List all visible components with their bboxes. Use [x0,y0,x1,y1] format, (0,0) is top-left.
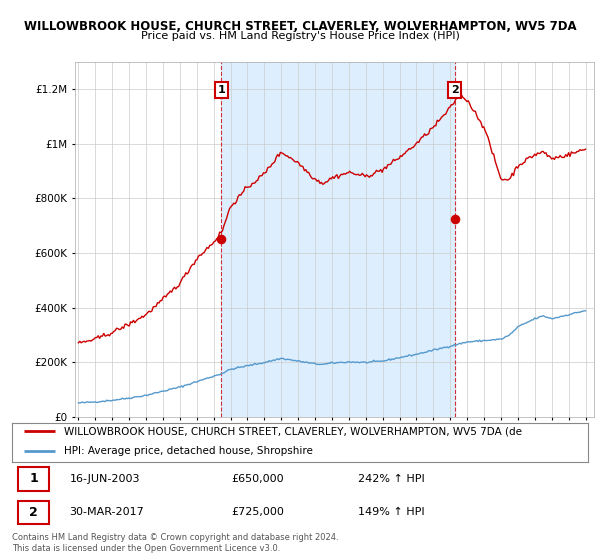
Point [217,235,226,244]
Text: 1: 1 [29,473,38,486]
Text: HPI: Average price, detached house, Shropshire: HPI: Average price, detached house, Shro… [64,446,313,456]
Text: 30-MAR-2017: 30-MAR-2017 [70,507,145,517]
FancyBboxPatch shape [18,501,49,524]
Text: £650,000: £650,000 [231,474,284,484]
FancyBboxPatch shape [18,468,49,491]
Text: 16-JUN-2003: 16-JUN-2003 [70,474,140,484]
Text: 2: 2 [29,506,38,519]
Text: Contains HM Land Registry data © Crown copyright and database right 2024.
This d: Contains HM Land Registry data © Crown c… [12,533,338,553]
Text: £725,000: £725,000 [231,507,284,517]
Bar [221,62,455,417]
Text: 149% ↑ HPI: 149% ↑ HPI [358,507,424,517]
Text: 2: 2 [451,85,458,95]
Text: 1: 1 [218,85,225,95]
Text: 242% ↑ HPI: 242% ↑ HPI [358,474,424,484]
Text: WILLOWBROOK HOUSE, CHURCH STREET, CLAVERLEY, WOLVERHAMPTON, WV5 7DA (de: WILLOWBROOK HOUSE, CHURCH STREET, CLAVER… [64,426,522,436]
Point [450,214,460,223]
Text: WILLOWBROOK HOUSE, CHURCH STREET, CLAVERLEY, WOLVERHAMPTON, WV5 7DA: WILLOWBROOK HOUSE, CHURCH STREET, CLAVER… [23,20,577,32]
Text: Price paid vs. HM Land Registry's House Price Index (HPI): Price paid vs. HM Land Registry's House … [140,31,460,41]
